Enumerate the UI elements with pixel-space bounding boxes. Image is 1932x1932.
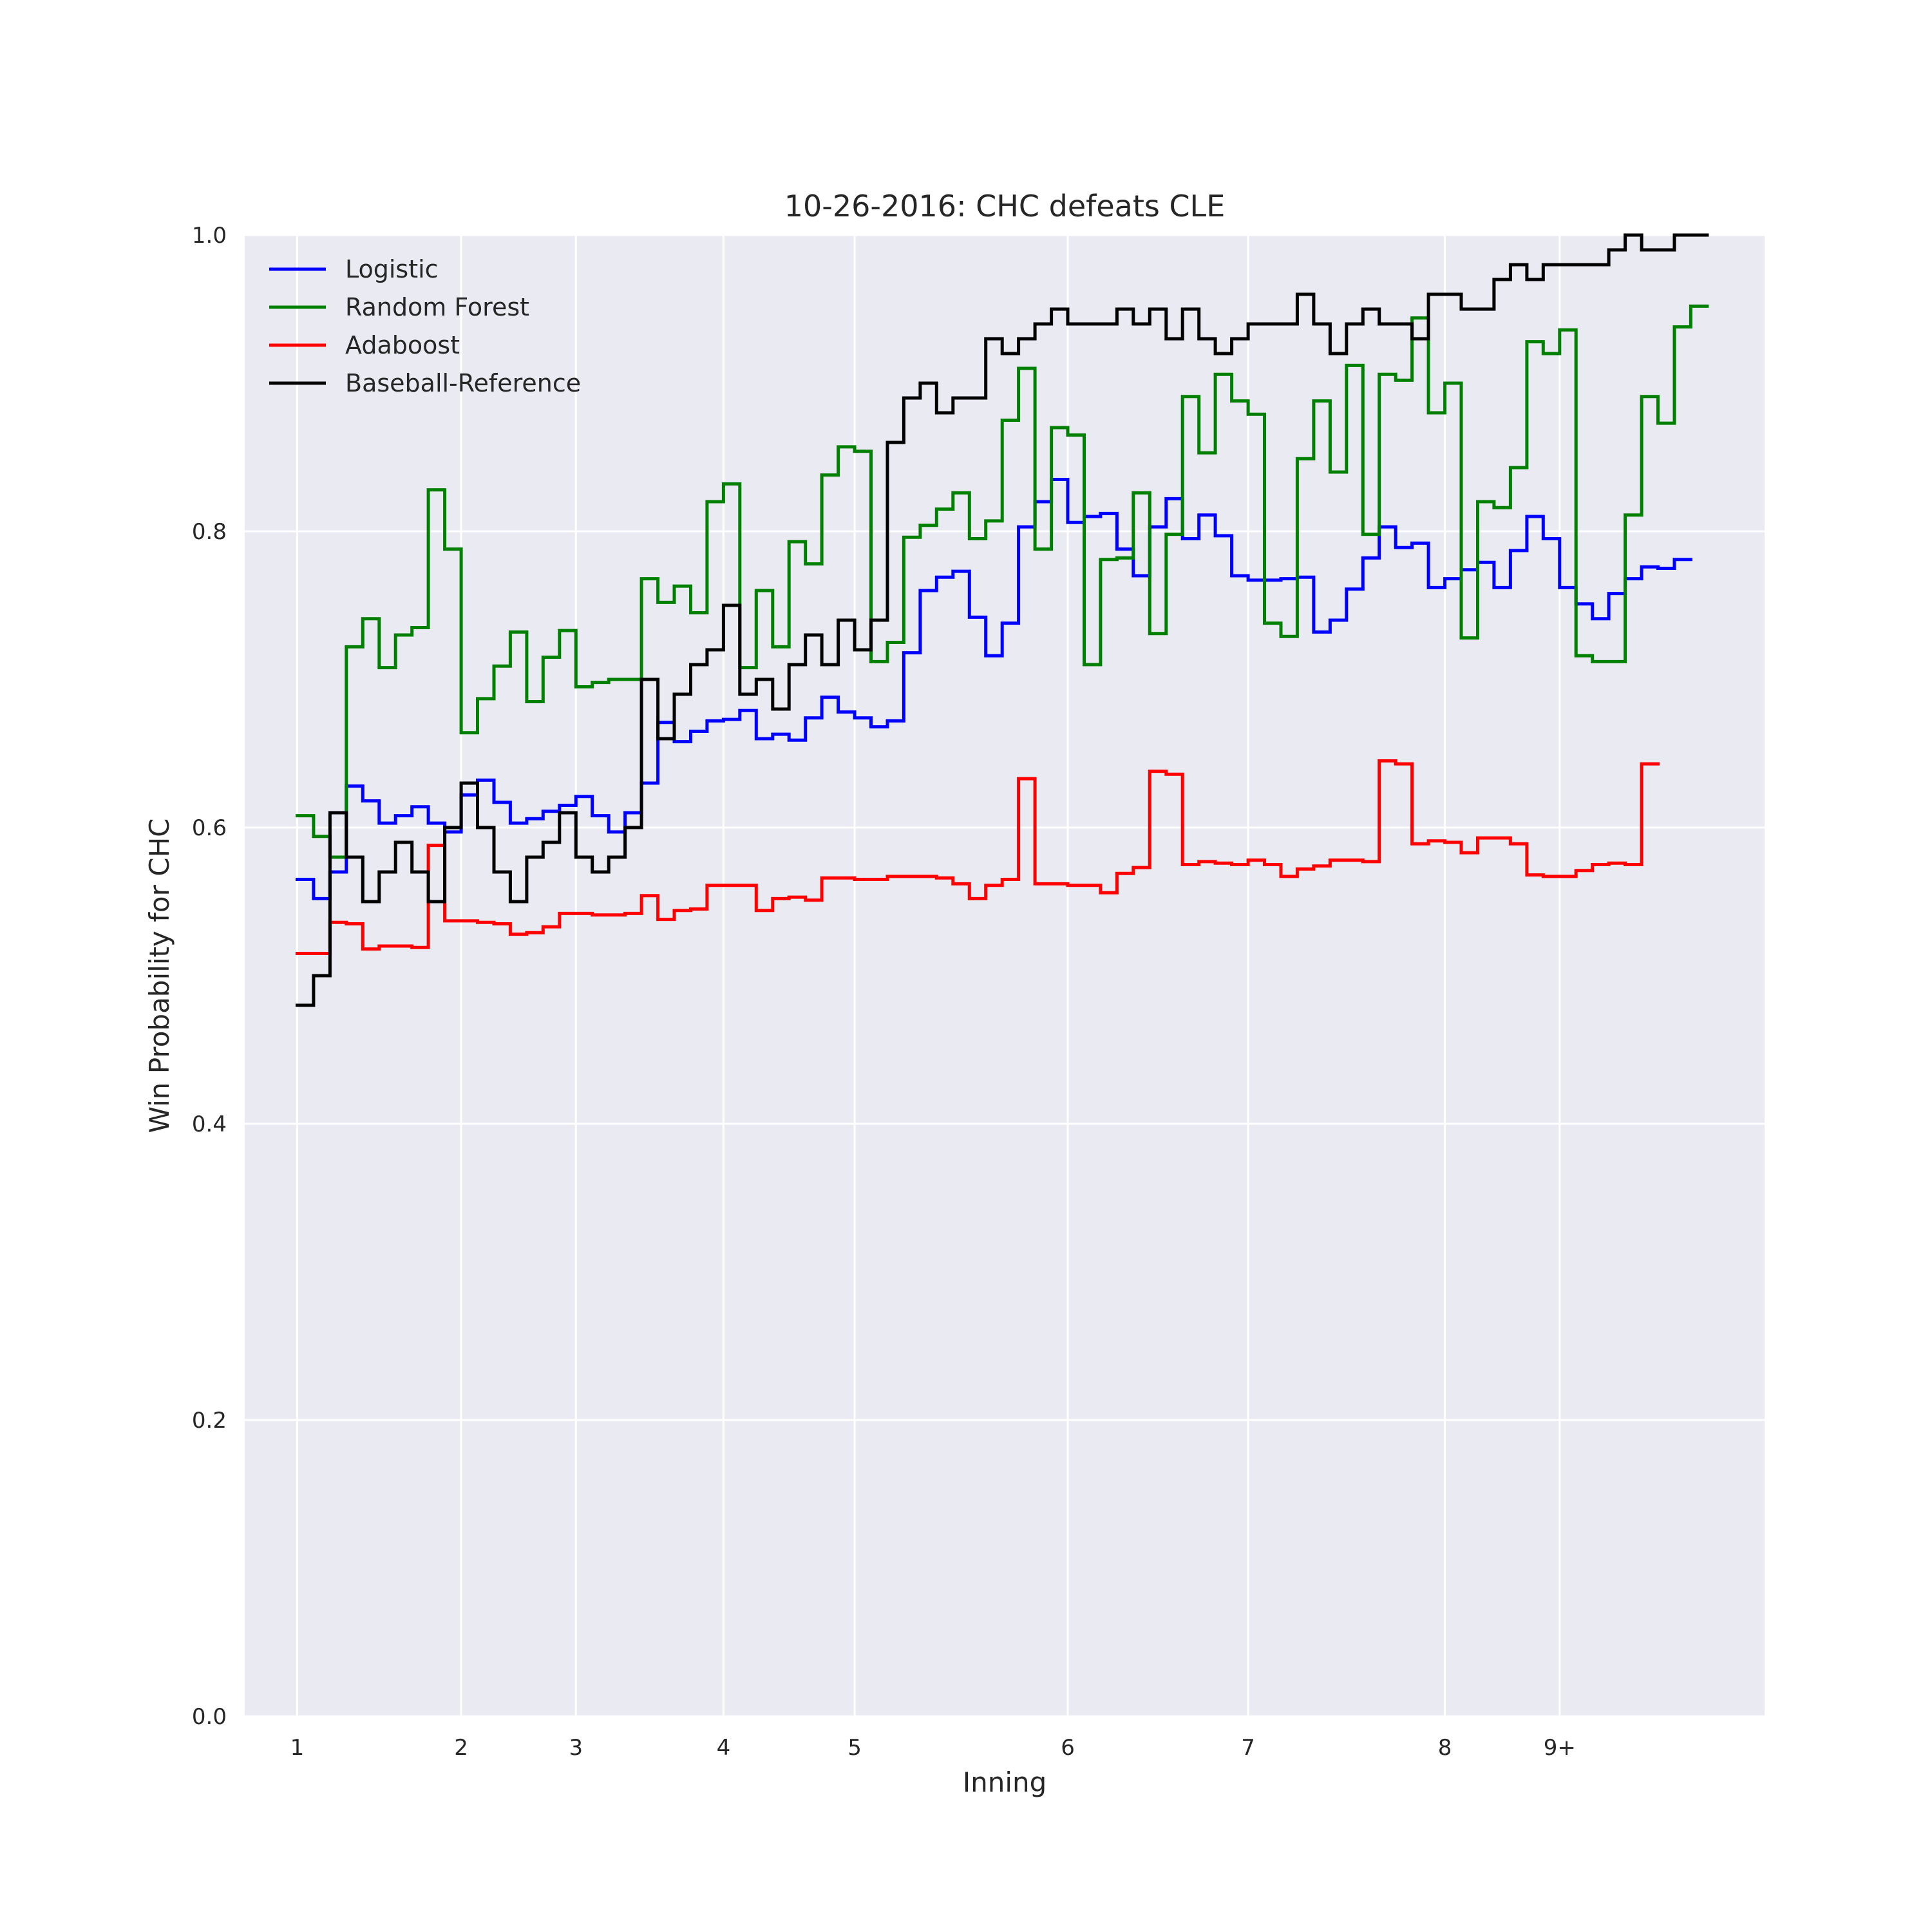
series-line-random-forest: [296, 304, 1709, 859]
y-tick-label: 1.0: [192, 223, 227, 249]
series-line-baseball-reference: [296, 233, 1709, 1007]
y-tick-label: 0.8: [192, 519, 227, 545]
y-tick-label: 0.6: [192, 815, 227, 841]
y-tick-label: 0.2: [192, 1408, 227, 1434]
legend: Logistic Random Forest Adaboost Baseball-Re…: [269, 255, 581, 397]
x-axis-label: Inning: [963, 1766, 1047, 1798]
x-tick-label: 7: [1241, 1735, 1255, 1761]
chart-title: 10-26-2016: CHC defeats CLE: [784, 189, 1226, 223]
tick-labels: 0.0 0.2 0.4 0.6 0.8 1.0 1 2 3 4 5 6 7 8 9+: [192, 223, 1576, 1761]
x-tick-label: 2: [454, 1735, 468, 1761]
legend-label: Random Forest: [345, 293, 529, 321]
x-tick-label: 5: [848, 1735, 862, 1761]
x-tick-label: 1: [290, 1735, 305, 1761]
legend-label: Baseball-Reference: [345, 369, 581, 397]
y-tick-label: 0.4: [192, 1112, 227, 1137]
y-axis-label: Win Probability for CHC: [144, 819, 175, 1133]
x-tick-label: 4: [717, 1735, 731, 1761]
x-tick-label: 3: [569, 1735, 583, 1761]
x-tick-label: 6: [1061, 1735, 1075, 1761]
series-layer: [296, 233, 1709, 1007]
series-line-adaboost: [296, 759, 1660, 955]
x-tick-label: 8: [1438, 1735, 1452, 1761]
plot-area: [245, 235, 1765, 1716]
legend-label: Logistic: [345, 255, 439, 283]
x-tick-label: 9+: [1544, 1735, 1576, 1761]
y-tick-label: 0.0: [192, 1704, 227, 1730]
legend-label: Adaboost: [345, 331, 460, 359]
